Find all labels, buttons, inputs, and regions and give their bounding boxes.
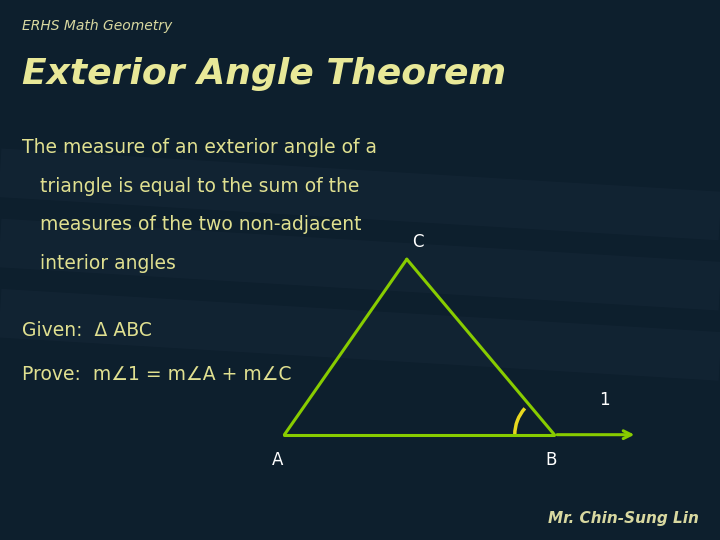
Text: ERHS Math Geometry: ERHS Math Geometry — [22, 19, 172, 33]
Text: Given:  Δ ABC: Given: Δ ABC — [22, 321, 151, 340]
Text: 1: 1 — [600, 390, 610, 409]
Text: A: A — [271, 451, 283, 469]
Text: The measure of an exterior angle of a: The measure of an exterior angle of a — [22, 138, 377, 157]
Text: C: C — [412, 233, 423, 251]
Text: interior angles: interior angles — [22, 254, 176, 273]
Text: Prove:  m∠1 = m∠A + m∠C: Prove: m∠1 = m∠A + m∠C — [22, 364, 291, 383]
Text: Mr. Chin-Sung Lin: Mr. Chin-Sung Lin — [547, 511, 698, 526]
Text: triangle is equal to the sum of the: triangle is equal to the sum of the — [22, 177, 359, 195]
Text: measures of the two non-adjacent: measures of the two non-adjacent — [22, 215, 361, 234]
Text: Exterior Angle Theorem: Exterior Angle Theorem — [22, 57, 505, 91]
Text: B: B — [545, 451, 557, 469]
